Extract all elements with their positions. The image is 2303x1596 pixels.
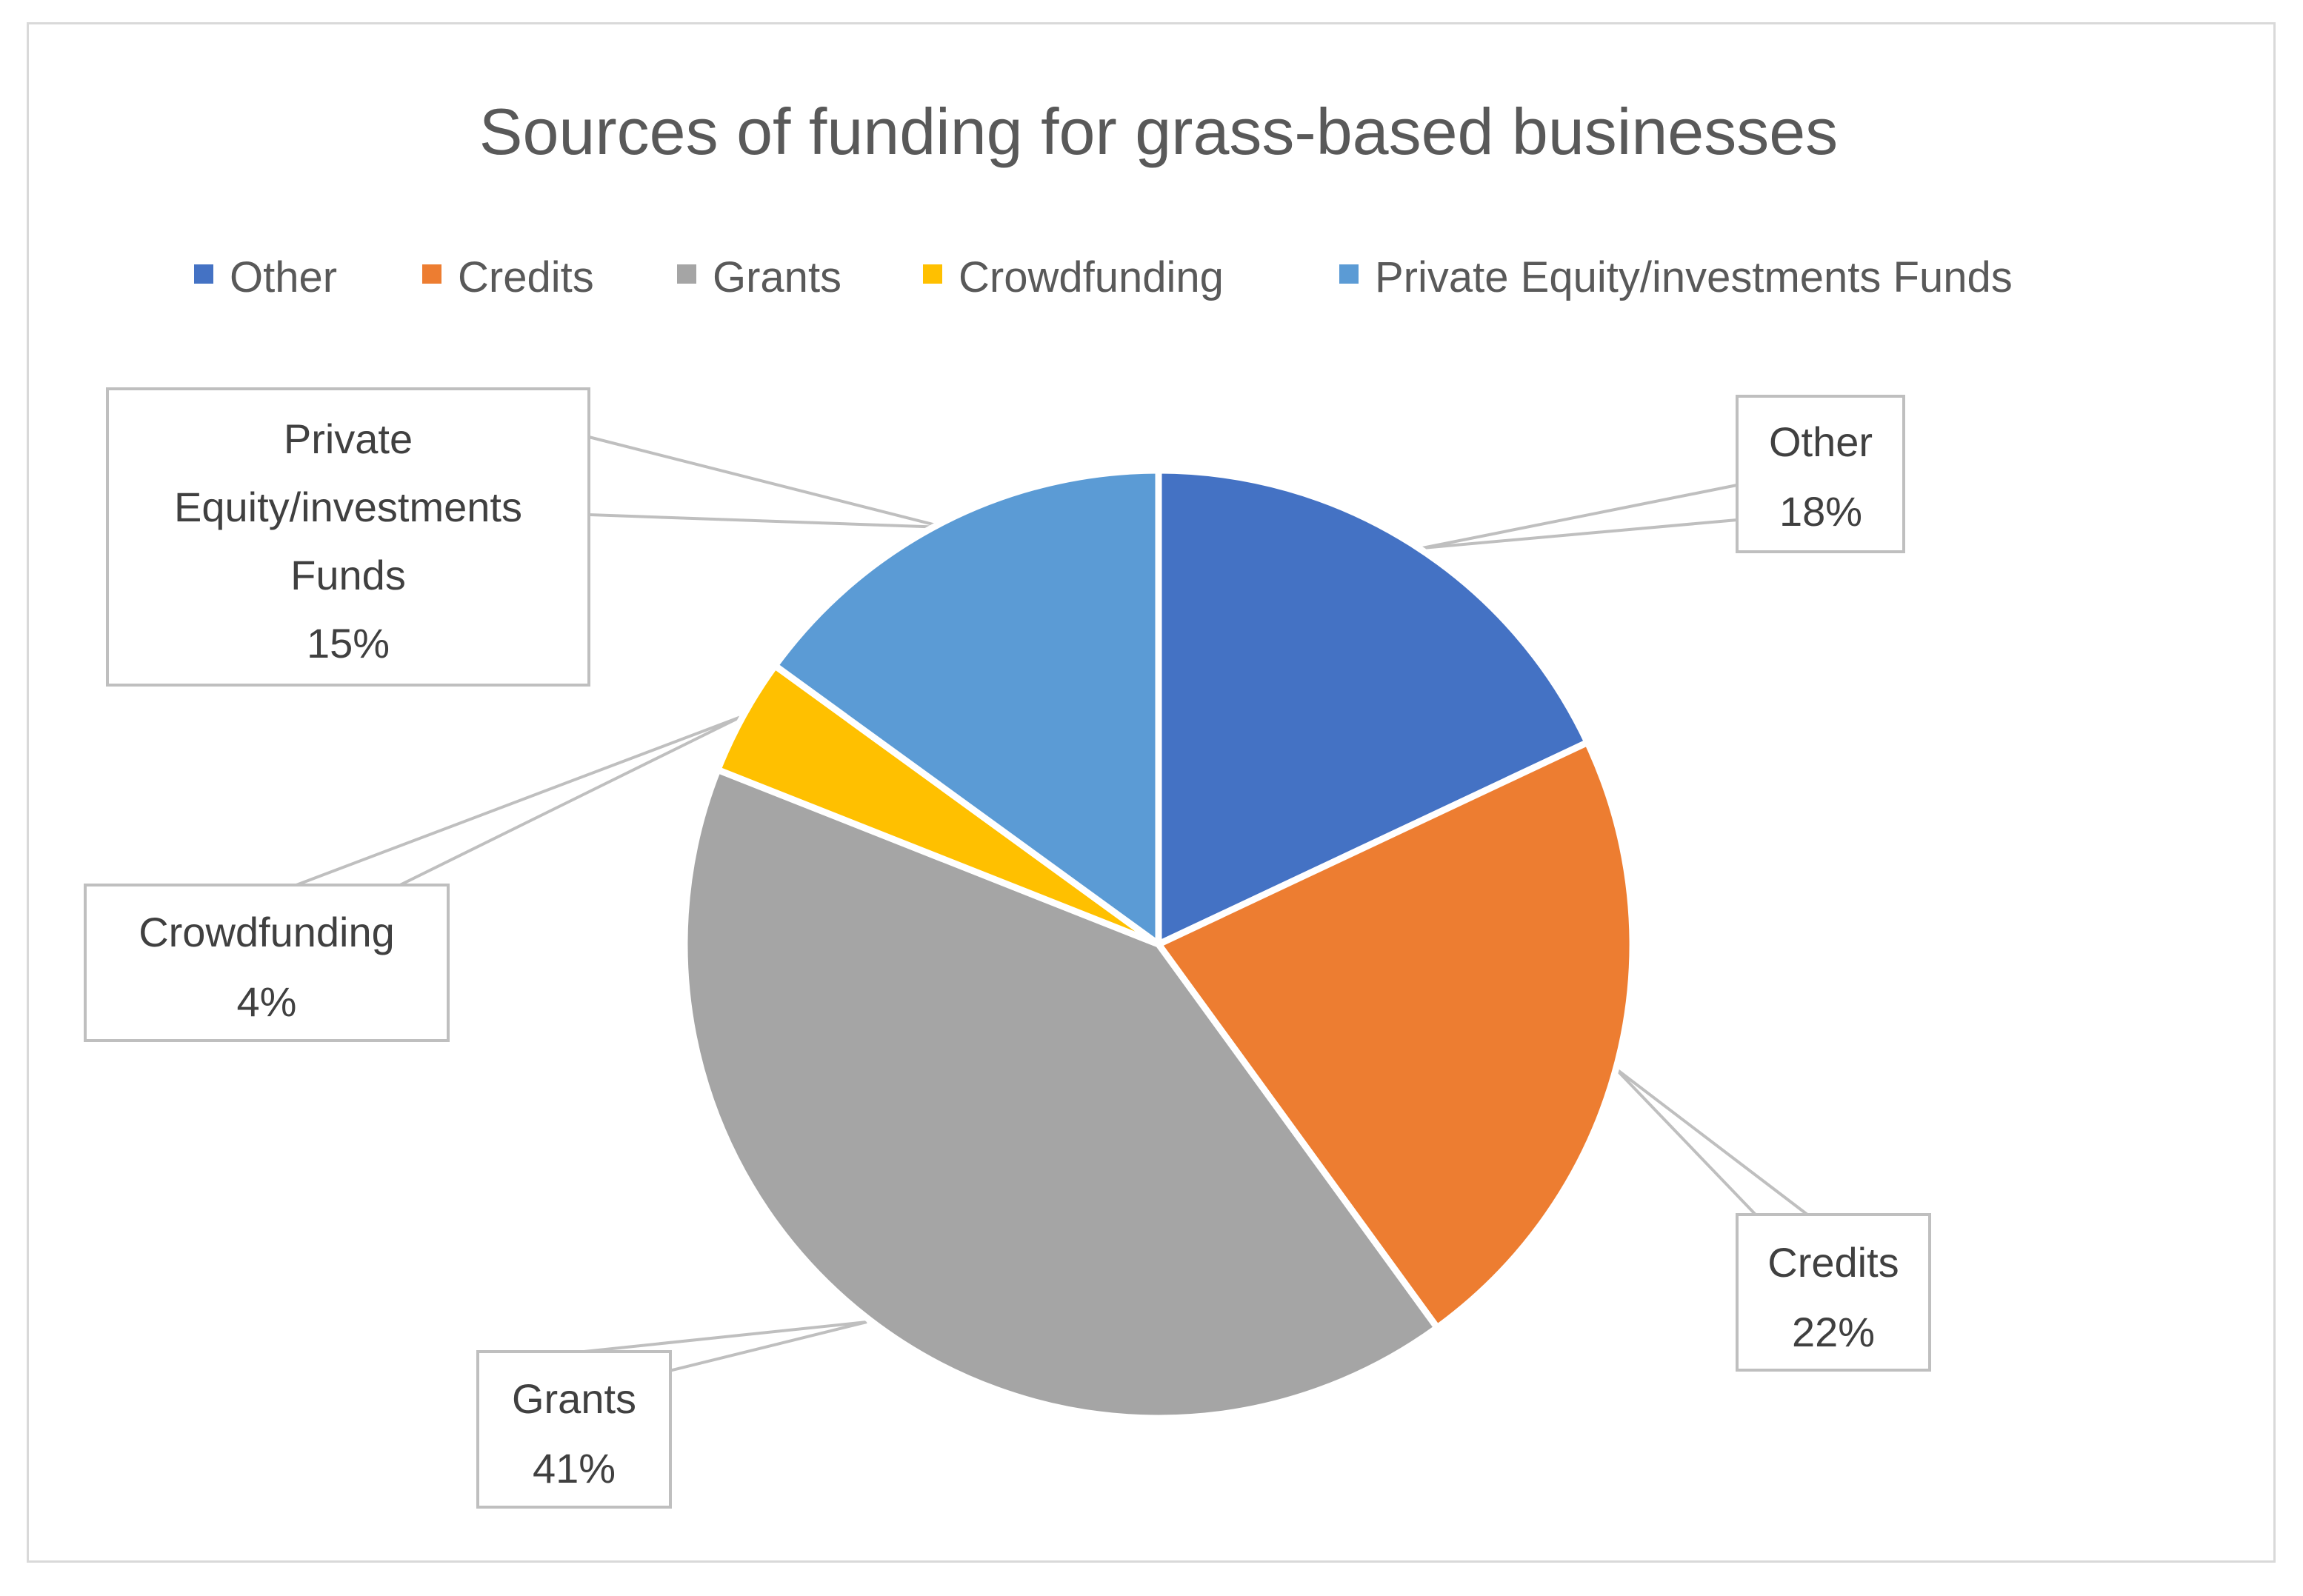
legend-label-credits: Credits	[458, 253, 594, 301]
data-label-private-equity-line-3: Funds	[290, 552, 406, 598]
leader-line-crowdfunding	[296, 715, 741, 887]
legend-swatch-grants	[677, 264, 696, 284]
leader-line-private-equity	[587, 435, 945, 529]
data-label-private-equity: Private Equity/investments Funds 15%	[106, 387, 590, 687]
data-label-credits-value: 22%	[1792, 1309, 1875, 1355]
data-label-private-equity-line-1: Private	[284, 415, 413, 462]
leader-line-other	[1422, 483, 1739, 550]
legend-label-crowdfunding: Crowdfunding	[959, 253, 1224, 301]
chart-title: Sources of funding for grass-based busin…	[479, 95, 1838, 168]
data-label-crowdfunding-name: Crowdfunding	[139, 909, 395, 955]
data-label-private-equity-value: 15%	[307, 620, 390, 667]
label-leader-lines	[296, 435, 1812, 1420]
data-labels: Other 18% Credits 22% Grants 41% Crowdfu…	[84, 387, 1931, 1509]
pie-slice-grants	[681, 766, 1441, 1422]
data-label-box-other	[1736, 395, 1905, 553]
data-label-grants-name: Grants	[512, 1375, 636, 1422]
legend-swatch-private-equity	[1339, 264, 1359, 284]
data-label-crowdfunding-value: 4%	[237, 978, 297, 1025]
data-label-private-equity-line-2: Equity/investments	[174, 484, 522, 530]
pie-slice-other	[1155, 467, 1591, 948]
data-label-grants: Grants 41%	[476, 1350, 672, 1509]
legend-swatch-crowdfunding	[923, 264, 942, 284]
data-label-credits: Credits 22%	[1736, 1213, 1931, 1372]
pie-slice-private-equity	[771, 467, 1162, 948]
data-label-box-private-equity	[106, 387, 590, 687]
data-label-box-grants	[476, 1350, 672, 1509]
legend: Other Credits Grants Crowdfunding Privat…	[194, 253, 2013, 301]
legend-label-grants: Grants	[713, 253, 841, 301]
data-label-other-value: 18%	[1779, 488, 1862, 535]
data-label-other-name: Other	[1769, 418, 1873, 465]
pie-slice-credits	[1155, 739, 1636, 1332]
data-label-crowdfunding: Crowdfunding 4%	[84, 884, 450, 1042]
data-label-box-credits	[1736, 1213, 1931, 1372]
data-label-credits-name: Credits	[1767, 1239, 1899, 1286]
data-label-grants-value: 41%	[533, 1445, 616, 1492]
data-label-other: Other 18%	[1736, 395, 1905, 553]
legend-label-private-equity: Private Equity/investments Funds	[1375, 253, 2013, 301]
legend-label-other: Other	[230, 253, 337, 301]
legend-swatch-credits	[422, 264, 441, 284]
legend-swatch-other	[194, 264, 213, 284]
leader-line-credits	[1613, 1066, 1812, 1216]
data-label-box-crowdfunding	[84, 884, 450, 1042]
pie-slices	[681, 467, 1636, 1422]
